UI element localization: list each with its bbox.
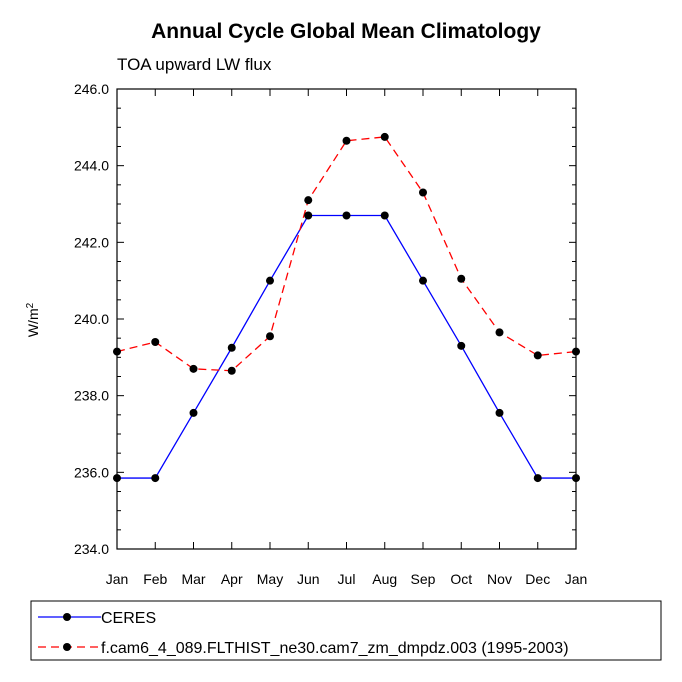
y-tick-label: 234.0 (74, 541, 109, 557)
y-tick-label: 246.0 (74, 81, 109, 97)
data-point (227, 366, 236, 375)
x-tick-label: May (257, 571, 283, 587)
x-tick-label: Jan (565, 571, 588, 587)
x-tick-label: Feb (143, 571, 167, 587)
chart-title: Annual Cycle Global Mean Climatology (151, 20, 541, 43)
data-point (227, 343, 236, 352)
data-point (342, 136, 351, 145)
data-point (266, 332, 274, 341)
data-point (151, 474, 160, 483)
data-point (189, 364, 198, 373)
data-point (266, 276, 274, 285)
data-point (151, 338, 160, 346)
data-point (304, 196, 313, 205)
x-tick-label: Jul (338, 571, 356, 587)
x-tick-label: Aug (372, 571, 397, 587)
x-tick-label: Jun (297, 571, 320, 587)
data-point (304, 211, 313, 220)
legend: CERES f.cam6_4_089.FLTHIST_ne30.cam7_zm_d… (30, 600, 662, 661)
x-tick-label: Nov (487, 571, 512, 587)
y-tick-label: 236.0 (74, 464, 109, 480)
y-tick-labels: 234.0 236.0 238.0 240.0 242.0 244.0 246.0 (74, 81, 109, 557)
legend-box (30, 600, 662, 661)
data-point (419, 276, 427, 285)
data-point (495, 408, 504, 417)
data-point (457, 341, 466, 350)
y-tick-label: 244.0 (74, 158, 109, 174)
series-markers (113, 132, 580, 483)
data-point (533, 351, 542, 360)
y-tick-label: 240.0 (74, 311, 109, 327)
x-tick-label: Jan (106, 571, 129, 587)
x-tick-label: Apr (221, 571, 243, 587)
series-line-1 (117, 214, 576, 479)
y-tick-label: 238.0 (74, 388, 109, 404)
series-lines (116, 136, 577, 479)
legend-label-1: CERES (101, 610, 156, 627)
x-tick-label: Dec (525, 571, 550, 587)
data-point (533, 474, 542, 483)
x-tick-label: Sep (411, 571, 436, 587)
x-tick-labels: Jan Feb Mar Apr May Jun Jul Aug Sep Oct Nov Dec Jan (106, 571, 588, 587)
data-point (380, 211, 389, 220)
chart-subtitle: TOA upward LW flux (117, 55, 272, 74)
x-tick-label: Oct (450, 571, 472, 587)
y-tick-label: 242.0 (74, 234, 109, 250)
data-point (189, 408, 198, 417)
axis-ticks (116, 88, 577, 550)
series-line-2 (116, 136, 577, 372)
x-tick-label: Mar (181, 571, 205, 587)
y-axis-label: W/m2 (25, 302, 41, 337)
data-point (419, 188, 427, 197)
legend-marker (63, 643, 71, 651)
plot-frame (116, 88, 577, 550)
data-point (495, 328, 504, 337)
legend-marker (63, 613, 71, 621)
data-point (380, 132, 389, 141)
data-point (457, 274, 466, 283)
legend-label-2: f.cam6_4_089.FLTHIST_ne30.cam7_zm_dmpdz.… (101, 640, 569, 657)
data-point (342, 211, 351, 220)
